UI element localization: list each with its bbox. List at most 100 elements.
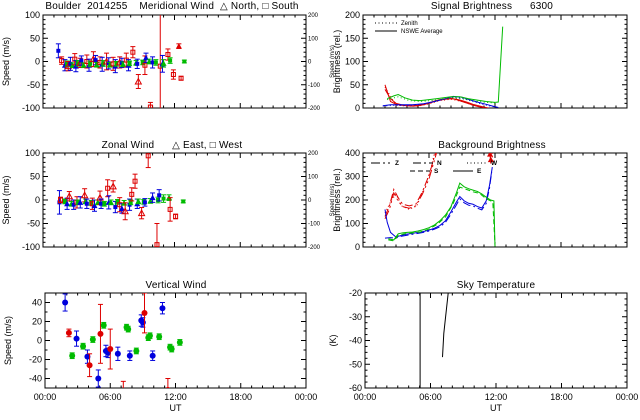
data-point <box>69 352 76 359</box>
data-point <box>100 322 107 329</box>
svg-text:100: 100 <box>25 10 40 20</box>
data-point <box>182 59 187 64</box>
svg-text:UT: UT <box>170 403 182 413</box>
axis-ticks <box>44 292 307 389</box>
data-point <box>101 61 106 66</box>
svg-text:400: 400 <box>345 148 360 158</box>
svg-text:200: 200 <box>308 151 319 157</box>
axis-ticks <box>42 152 307 248</box>
data-point <box>102 57 111 65</box>
svg-text:-50: -50 <box>349 359 362 369</box>
data-point <box>107 199 114 205</box>
data-point <box>487 153 494 157</box>
data-point <box>125 326 132 333</box>
svg-text:-40: -40 <box>349 336 362 346</box>
svg-text:0: 0 <box>308 198 312 204</box>
svg-text:200: 200 <box>308 13 319 19</box>
data-point <box>89 200 94 205</box>
data-point <box>156 198 161 202</box>
data-point <box>118 205 125 211</box>
svg-text:Brightness (rel.): Brightness (rel.) <box>332 30 342 94</box>
data-point <box>165 52 171 58</box>
axis-labels: 40 20 0 -20 -40 Speed (m/s) 00:00 06:00 12:00 18:… <box>3 298 317 414</box>
data-point <box>88 61 93 66</box>
data-point <box>135 198 142 204</box>
series-line-dashdotdot <box>384 153 438 220</box>
data-point <box>62 299 69 306</box>
legend-label: S <box>434 168 439 175</box>
legend-label: Zenith <box>401 21 418 27</box>
svg-text:Speed (m/s): Speed (m/s) <box>3 316 13 365</box>
data-point <box>93 58 98 63</box>
data-point <box>142 200 147 205</box>
axis-labels: 100 50 0 -50 -100 200 100 0 -100 -200 Speed (m/s) S… <box>1 10 336 113</box>
axis-labels: -20 -30 -40 -50 -60 (K) 00:00 06:00 12:00 18:00 00… <box>328 288 638 413</box>
legend-label: N <box>437 160 442 167</box>
series-line-dotted <box>384 86 482 108</box>
data-point <box>56 48 61 53</box>
data-layer <box>382 26 504 108</box>
data-point <box>165 386 171 388</box>
svg-text:06:00: 06:00 <box>419 392 442 402</box>
panel-sky-temperature: -20 -30 -40 -50 -60 (K) 00:00 06:00 12:00 18:00 00… <box>328 288 638 413</box>
data-point <box>59 58 65 64</box>
plot-frame <box>42 152 307 248</box>
svg-text:0: 0 <box>35 57 40 67</box>
data-point <box>132 178 138 184</box>
axis-labels: 200 150 100 50 0 Brightness (rel.) <box>332 10 360 113</box>
series-line-solid <box>442 293 449 358</box>
svg-text:12:00: 12:00 <box>485 392 508 402</box>
data-point <box>119 60 124 65</box>
data-point <box>121 207 130 215</box>
series-line-dotted <box>387 96 496 104</box>
data-point <box>76 200 81 205</box>
data-point <box>84 353 91 360</box>
data-point <box>119 61 126 67</box>
svg-text:(K): (K) <box>328 335 338 347</box>
data-point <box>107 346 114 353</box>
data-layer <box>55 15 187 108</box>
data-point <box>79 58 84 63</box>
panel-background-brightness: 400 300 200 100 0 Brightness (rel.) Z N W S E <box>332 148 628 252</box>
svg-text:18:00: 18:00 <box>550 392 573 402</box>
series-line-dashdot <box>384 153 437 217</box>
data-point <box>65 61 70 66</box>
data-point <box>102 201 107 206</box>
plot-frame <box>364 292 628 389</box>
plot-frame <box>44 292 307 389</box>
svg-text:Speed (m/s): Speed (m/s) <box>1 37 11 86</box>
data-point <box>168 346 175 353</box>
svg-text:50: 50 <box>30 172 40 182</box>
data-point <box>72 56 78 62</box>
svg-text:100: 100 <box>25 148 40 158</box>
svg-text:Speed (m/s): Speed (m/s) <box>330 184 336 217</box>
data-point <box>160 60 167 66</box>
series-line-solid <box>384 167 493 238</box>
data-point <box>167 206 173 212</box>
svg-text:-20: -20 <box>349 288 362 298</box>
data-point <box>126 352 133 359</box>
data-point <box>99 201 104 206</box>
svg-text:Brightness (rel.): Brightness (rel.) <box>332 168 342 232</box>
panel-vertical-wind: 40 20 0 -20 -40 Speed (m/s) 00:00 06:00 12:00 18:… <box>3 292 317 414</box>
svg-text:-100: -100 <box>22 242 40 252</box>
data-point <box>146 332 153 339</box>
svg-text:-100: -100 <box>22 103 40 113</box>
data-point <box>137 209 146 217</box>
data-point <box>168 58 173 63</box>
svg-text:06:00: 06:00 <box>99 392 122 402</box>
series-line-dotted <box>491 153 494 162</box>
svg-text:12:00: 12:00 <box>164 392 187 402</box>
data-point <box>109 182 117 190</box>
svg-text:-30: -30 <box>349 312 362 322</box>
svg-text:300: 300 <box>345 172 360 182</box>
panel-title-signal-brightness: Signal Brightness 6300 <box>430 1 554 12</box>
data-point <box>93 61 100 68</box>
svg-text:00:00: 00:00 <box>354 392 377 402</box>
series-line-solid <box>387 26 504 103</box>
axis-ticks <box>364 292 628 389</box>
data-layer <box>419 293 449 388</box>
series-line-solid <box>388 182 496 247</box>
data-point <box>65 192 74 200</box>
panel-title-vertical-wind: Vertical Wind <box>145 280 207 291</box>
